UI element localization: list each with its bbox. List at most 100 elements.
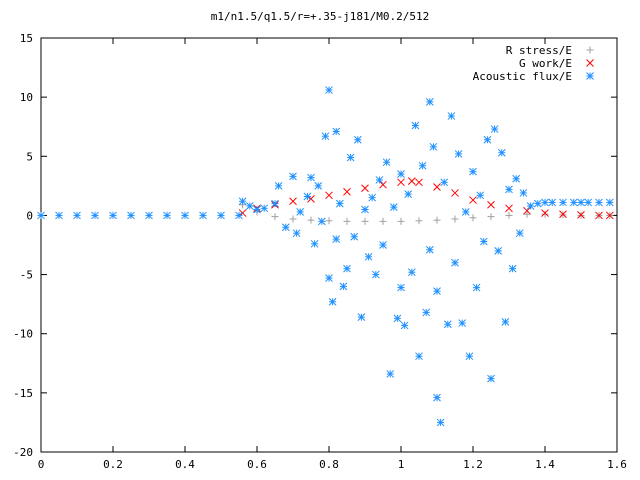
data-point [307,216,315,224]
data-point [245,202,254,210]
data-point [436,418,445,427]
data-point [407,268,416,277]
data-point [382,158,391,167]
data-point [303,192,312,201]
data-point [343,217,351,225]
data-point [145,211,153,220]
data-point [541,209,549,217]
data-point [425,245,434,254]
data-point [346,153,355,162]
data-point [411,121,420,130]
legend-label: Acoustic flux/E [473,70,572,83]
data-point [361,205,369,214]
data-point [260,204,269,213]
data-point [461,208,470,216]
data-point [494,247,503,255]
data-point [350,232,359,241]
data-point [483,135,492,144]
data-point [490,125,499,133]
data-point [577,198,585,207]
y-tick-label: 0 [26,209,33,222]
data-point [217,211,225,220]
data-point [371,270,380,279]
data-point [317,217,326,226]
data-point [422,308,431,317]
data-point [415,178,423,187]
x-tick-label: 0 [38,458,45,471]
legend-marker [586,72,594,80]
x-tick-label: 0.4 [175,458,195,471]
data-point [415,352,423,361]
data-point [357,313,366,322]
data-point [343,187,351,196]
x-tick-label: 0.8 [319,458,339,471]
data-point [569,198,578,207]
data-point [393,314,402,323]
data-point [418,161,427,170]
data-point [451,189,459,197]
data-point [501,318,510,326]
data-point [91,211,99,220]
data-point [389,203,398,212]
data-point [379,217,387,225]
x-tick-label: 1.4 [535,458,555,471]
data-point [321,132,330,141]
data-point [235,211,243,220]
y-tick-label: 15 [20,32,33,45]
data-point [429,142,438,151]
data-point [541,198,549,207]
legend-marker [586,59,594,67]
data-point [281,223,290,232]
x-tick-label: 1.6 [607,458,627,471]
data-point [458,319,467,327]
x-tick-label: 1 [398,458,405,471]
data-point [400,321,409,330]
y-tick-label: -10 [13,328,33,341]
data-point [433,216,441,224]
data-point [526,202,535,210]
data-point [433,393,441,402]
data-point [487,200,495,209]
data-point [368,193,377,202]
data-point [397,178,405,187]
data-point [397,283,405,292]
data-point [37,211,45,220]
data-point [325,191,333,200]
data-point [310,239,319,248]
data-point [55,211,63,220]
data-point [335,199,344,208]
data-point [296,208,305,216]
data-point [307,173,315,182]
y-tick-label: -20 [13,446,33,459]
data-point [353,135,362,144]
data-point [523,206,531,215]
data-point [325,217,333,225]
data-point [163,211,171,220]
data-point [332,235,341,243]
data-point [541,210,549,218]
data-point [271,199,279,208]
legend-label: G work/E [519,57,572,70]
data-point [379,180,387,189]
chart-title: m1/n1.5/q1.5/r=+.35-j181/M0.2/512 [211,10,430,23]
data-point [386,370,395,378]
y-tick-label: 10 [20,91,33,104]
data-point [425,98,434,106]
data-point [361,184,369,193]
data-point [505,204,513,213]
data-point [433,183,441,191]
data-point [289,197,297,206]
y-axis: 15 10 5 0 -5 -10 -15 -20 [13,32,617,459]
data-point [505,185,513,194]
data-point [238,197,247,206]
data-point [397,170,405,178]
x-tick-label: 0.2 [103,458,123,471]
series-2 [37,86,614,427]
data-point [497,148,506,157]
data-point [479,237,488,246]
data-point [465,352,474,361]
data-point [523,210,531,218]
data-point [508,264,517,273]
